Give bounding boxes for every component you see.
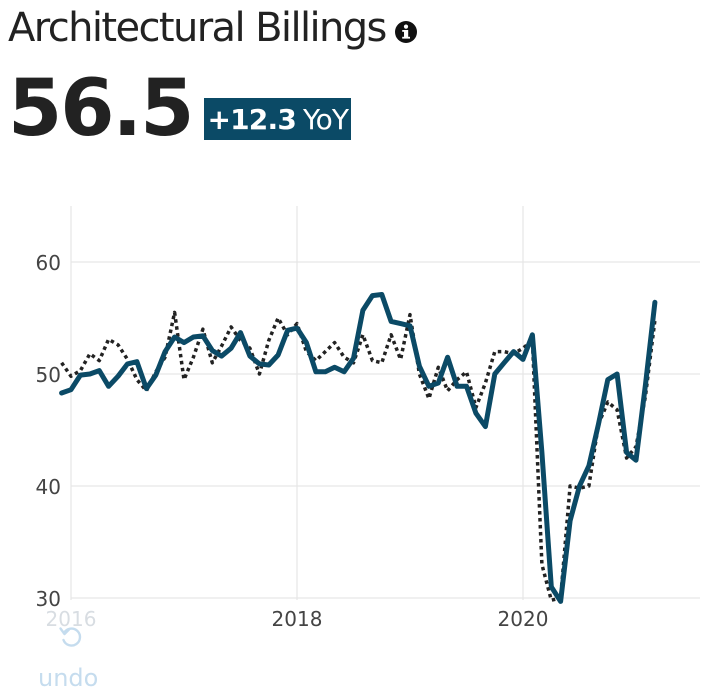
kpi-value: 56.5	[8, 64, 194, 154]
y-tick-label: 60	[36, 251, 61, 275]
kpi-row: 56.5 +12.3 YoY	[8, 56, 352, 154]
axis-labels: 30 40 50 60 2016 2018 2020	[36, 251, 549, 631]
undo-label: undo	[38, 664, 99, 692]
x-tick-label: 2020	[498, 607, 549, 631]
y-tick-label: 50	[36, 363, 61, 387]
y-tick-label: 30	[36, 587, 61, 611]
grid-layer	[70, 206, 700, 600]
yoy-unit: YoY	[303, 102, 349, 136]
x-tick-label: 2018	[272, 607, 323, 631]
series-layer	[59, 292, 658, 604]
y-tick-label: 40	[36, 475, 61, 499]
undo-icon	[58, 624, 84, 650]
yoy-change: +12.3	[207, 102, 296, 136]
x-tick-label: 2016	[46, 607, 97, 631]
series-line-primary	[59, 292, 658, 604]
info-icon[interactable]	[394, 20, 418, 44]
undo-button[interactable]: undo	[38, 620, 108, 692]
title-row: Architectural Billings	[8, 0, 418, 56]
chart-title: Architectural Billings	[8, 5, 387, 51]
yoy-badge: +12.3 YoY	[204, 98, 352, 140]
